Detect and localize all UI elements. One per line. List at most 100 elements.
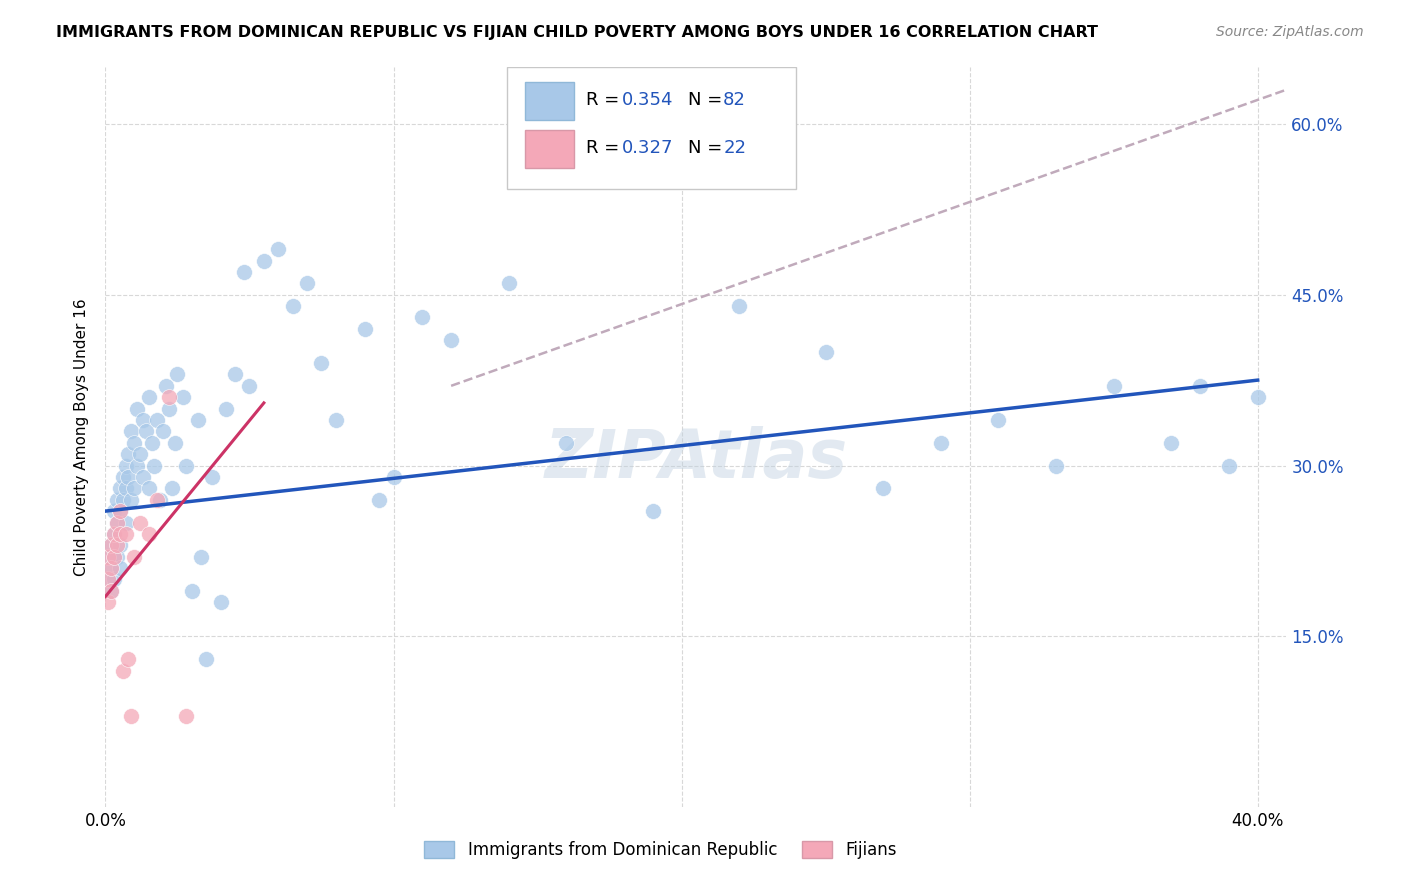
Point bbox=[195, 652, 218, 666]
Point bbox=[129, 516, 152, 530]
Point bbox=[114, 527, 136, 541]
Point bbox=[146, 413, 169, 427]
Text: N =: N = bbox=[688, 91, 728, 109]
Point bbox=[987, 413, 1010, 427]
Point bbox=[555, 435, 578, 450]
Point bbox=[111, 492, 134, 507]
Point bbox=[295, 277, 318, 291]
Point bbox=[120, 492, 142, 507]
Point bbox=[1045, 458, 1067, 473]
Text: R =: R = bbox=[586, 91, 626, 109]
FancyBboxPatch shape bbox=[524, 130, 574, 169]
Point bbox=[105, 492, 128, 507]
Point bbox=[138, 390, 160, 404]
Point bbox=[108, 504, 131, 518]
Point bbox=[108, 538, 131, 552]
Point bbox=[174, 709, 197, 723]
Point bbox=[114, 481, 136, 495]
Point bbox=[100, 538, 122, 552]
Point bbox=[105, 516, 128, 530]
Point bbox=[163, 435, 186, 450]
Point bbox=[100, 561, 122, 575]
Text: ZIPAtlas: ZIPAtlas bbox=[544, 426, 848, 492]
Point bbox=[238, 379, 260, 393]
Point bbox=[209, 595, 232, 609]
Text: IMMIGRANTS FROM DOMINICAN REPUBLIC VS FIJIAN CHILD POVERTY AMONG BOYS UNDER 16 C: IMMIGRANTS FROM DOMINICAN REPUBLIC VS FI… bbox=[56, 25, 1098, 40]
Point bbox=[97, 549, 120, 564]
Point bbox=[281, 299, 304, 313]
Point bbox=[143, 458, 166, 473]
Point bbox=[1218, 458, 1240, 473]
Text: 82: 82 bbox=[723, 91, 747, 109]
Point bbox=[267, 242, 290, 256]
Point bbox=[135, 425, 157, 439]
FancyBboxPatch shape bbox=[524, 82, 574, 120]
Point bbox=[1102, 379, 1125, 393]
Point bbox=[215, 401, 238, 416]
Point bbox=[149, 492, 172, 507]
Point bbox=[111, 470, 134, 484]
Point bbox=[141, 435, 163, 450]
Point bbox=[103, 527, 125, 541]
Text: 0.354: 0.354 bbox=[621, 91, 673, 109]
Point bbox=[132, 413, 155, 427]
Point bbox=[152, 425, 174, 439]
Point bbox=[253, 253, 276, 268]
Point bbox=[103, 527, 125, 541]
Point bbox=[155, 379, 177, 393]
Point bbox=[122, 481, 145, 495]
Point bbox=[224, 368, 246, 382]
Point bbox=[97, 573, 120, 587]
Point bbox=[325, 413, 347, 427]
Point bbox=[108, 481, 131, 495]
Point bbox=[411, 310, 433, 325]
Point bbox=[108, 561, 131, 575]
Point bbox=[105, 549, 128, 564]
Point bbox=[97, 549, 120, 564]
Point bbox=[190, 549, 212, 564]
Point bbox=[353, 322, 375, 336]
Point bbox=[138, 481, 160, 495]
Point bbox=[174, 458, 197, 473]
Point bbox=[122, 549, 145, 564]
Point bbox=[108, 527, 131, 541]
Text: 22: 22 bbox=[723, 139, 747, 157]
Point bbox=[180, 583, 202, 598]
Text: N =: N = bbox=[688, 139, 728, 157]
Point bbox=[103, 573, 125, 587]
Point bbox=[138, 527, 160, 541]
Point bbox=[129, 447, 152, 461]
FancyBboxPatch shape bbox=[508, 67, 796, 189]
Point bbox=[103, 549, 125, 564]
Y-axis label: Child Poverty Among Boys Under 16: Child Poverty Among Boys Under 16 bbox=[75, 298, 90, 576]
Point bbox=[172, 390, 194, 404]
Point bbox=[232, 265, 254, 279]
Point bbox=[117, 652, 139, 666]
Point bbox=[201, 470, 224, 484]
Point bbox=[1160, 435, 1182, 450]
Point bbox=[100, 561, 122, 575]
Point bbox=[127, 401, 149, 416]
Point bbox=[728, 299, 751, 313]
Point bbox=[105, 516, 128, 530]
Point bbox=[122, 435, 145, 450]
Point bbox=[114, 458, 136, 473]
Text: Source: ZipAtlas.com: Source: ZipAtlas.com bbox=[1216, 25, 1364, 39]
Point bbox=[105, 538, 128, 552]
Point bbox=[146, 492, 169, 507]
Point bbox=[1247, 390, 1270, 404]
Point bbox=[872, 481, 894, 495]
Point bbox=[120, 425, 142, 439]
Point bbox=[1189, 379, 1212, 393]
Point bbox=[166, 368, 188, 382]
Point bbox=[117, 470, 139, 484]
Point bbox=[111, 664, 134, 678]
Point bbox=[103, 549, 125, 564]
Point bbox=[157, 401, 180, 416]
Point bbox=[368, 492, 391, 507]
Point bbox=[100, 583, 122, 598]
Point bbox=[440, 333, 463, 347]
Point bbox=[160, 481, 183, 495]
Point bbox=[187, 413, 209, 427]
Point bbox=[120, 709, 142, 723]
